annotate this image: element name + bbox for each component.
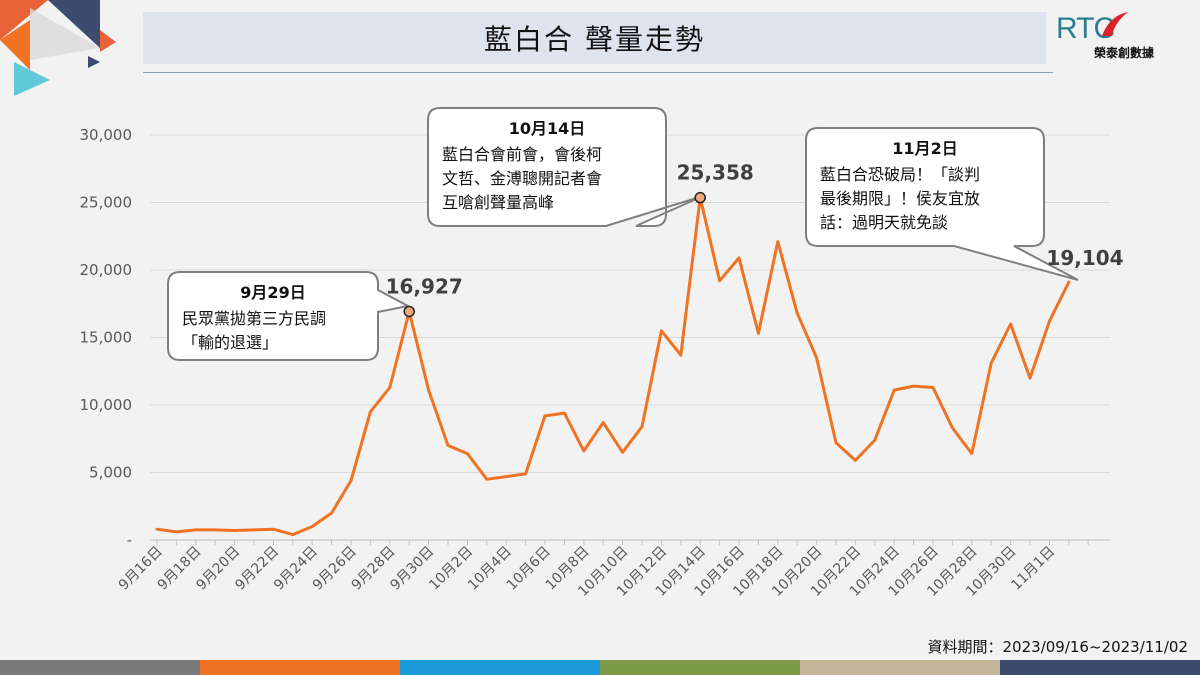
peak-value-label: 19,104 (1046, 246, 1123, 270)
footer-segment (400, 660, 600, 675)
callout-date: 10月14日 (509, 119, 586, 138)
data-period-label: 資料期間：2023/09/16~2023/11/02 (927, 638, 1188, 656)
y-tick-label: - (127, 531, 132, 549)
callout-text: 最後期限」！侯友宜放 (820, 189, 980, 208)
corner-decoration (0, 0, 116, 96)
peak-marker (694, 191, 706, 204)
title-banner: 藍白合 聲量走勢 (143, 12, 1046, 64)
callout-box (805, 127, 1079, 281)
y-tick-label: 20,000 (80, 261, 133, 279)
callout-text: 互嗆創聲量高峰 (442, 193, 554, 212)
y-tick-label: 5,000 (89, 464, 132, 482)
footer-segment (0, 660, 200, 675)
logo-mark: RTC (1056, 12, 1115, 45)
logo-swoosh-icon (1102, 12, 1128, 36)
x-tick-label: 11月1日 (1008, 544, 1058, 594)
series-line (155, 196, 1071, 537)
y-tick-label: 10,000 (80, 396, 133, 414)
callout-text: 「輸的退選」 (182, 333, 278, 352)
callout-box (167, 271, 411, 361)
footer-segment (600, 660, 800, 675)
footer-segment (200, 660, 400, 675)
logo-name: 榮泰創數據 (1094, 46, 1155, 60)
brand-logo: RTC 榮泰創數據 (1056, 10, 1196, 60)
y-tick-label: 30,000 (80, 126, 133, 144)
callout-date: 9月29日 (240, 283, 305, 302)
footer-color-bar (0, 660, 1200, 675)
callout-text: 文哲、金溥聰開記者會 (442, 169, 602, 188)
callout-text: 民眾黨拋第三方民調 (182, 309, 326, 328)
footer-segment (800, 660, 1000, 675)
peak-value-label: 16,927 (386, 274, 463, 298)
page-title: 藍白合 聲量走勢 (484, 23, 705, 56)
peak-marker (403, 305, 415, 318)
footer-segment (1000, 660, 1200, 675)
callout-text: 藍白合恐破局！「談判 (820, 165, 980, 184)
callout-text: 藍白合會前會，會後柯 (442, 145, 602, 164)
y-tick-label: 25,000 (80, 194, 133, 212)
peak-value-label: 25,358 (677, 161, 754, 185)
callout-box (427, 107, 704, 227)
title-underline (143, 72, 1053, 73)
callout-date: 11月2日 (892, 139, 957, 158)
y-tick-label: 15,000 (80, 329, 133, 347)
callout-text: 話：過明天就免談 (820, 213, 948, 232)
